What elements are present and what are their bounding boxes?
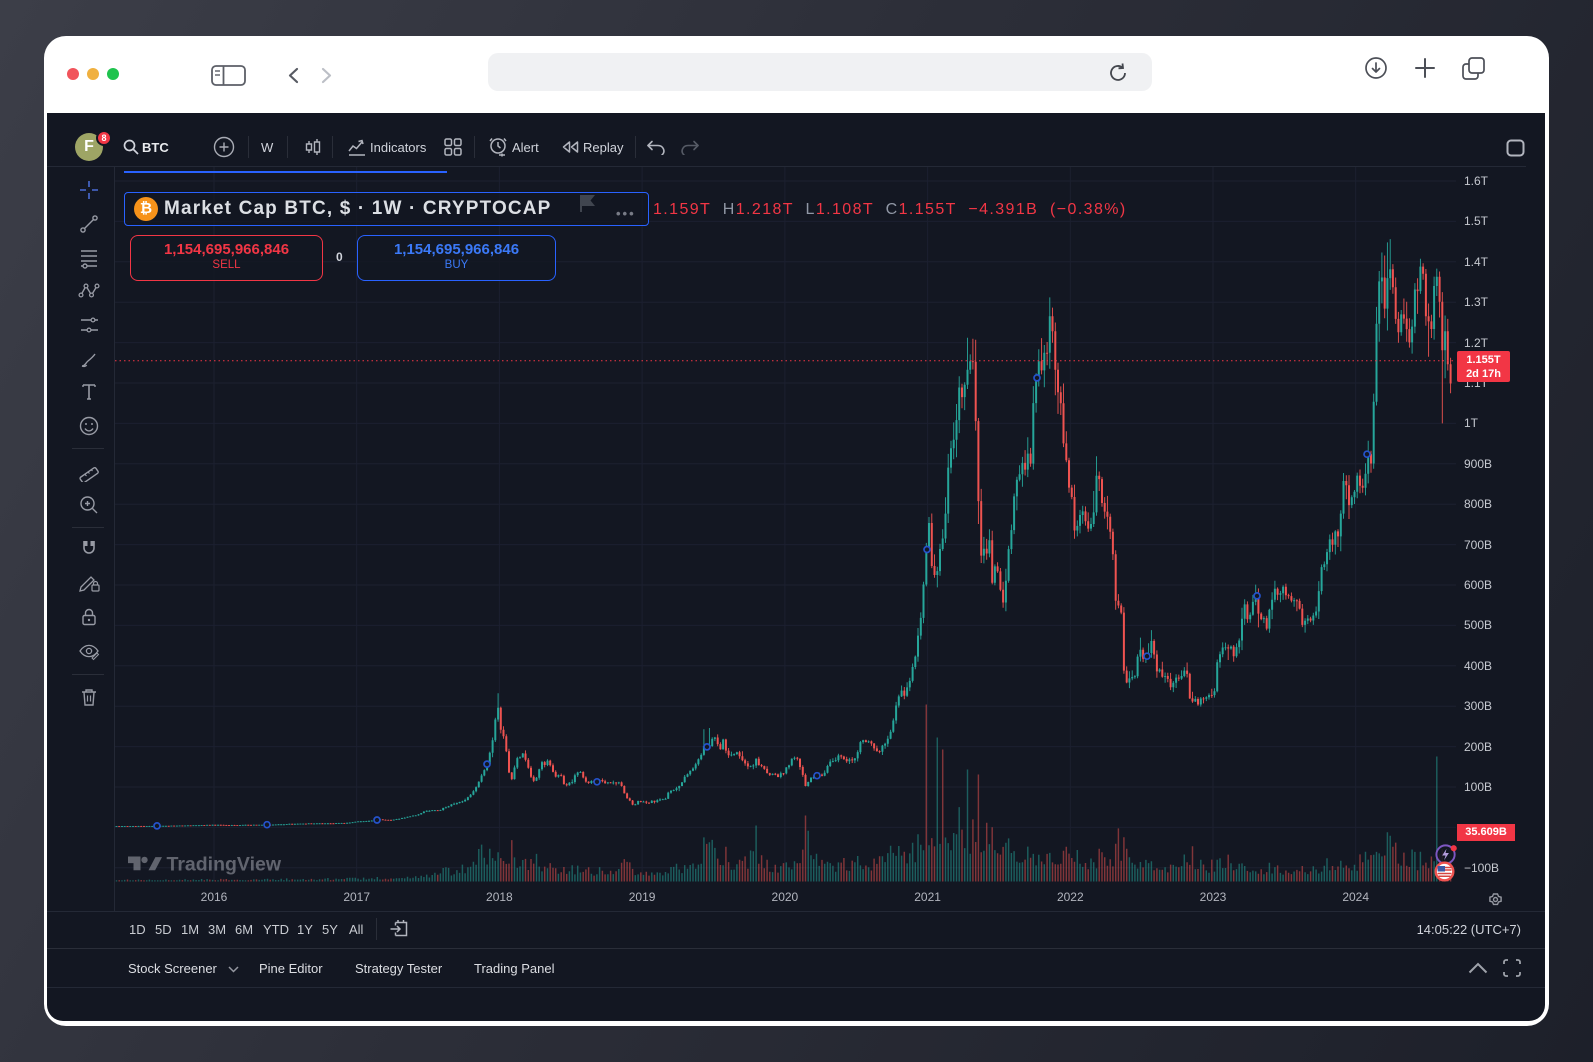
svg-text:TradingView: TradingView bbox=[167, 854, 282, 876]
